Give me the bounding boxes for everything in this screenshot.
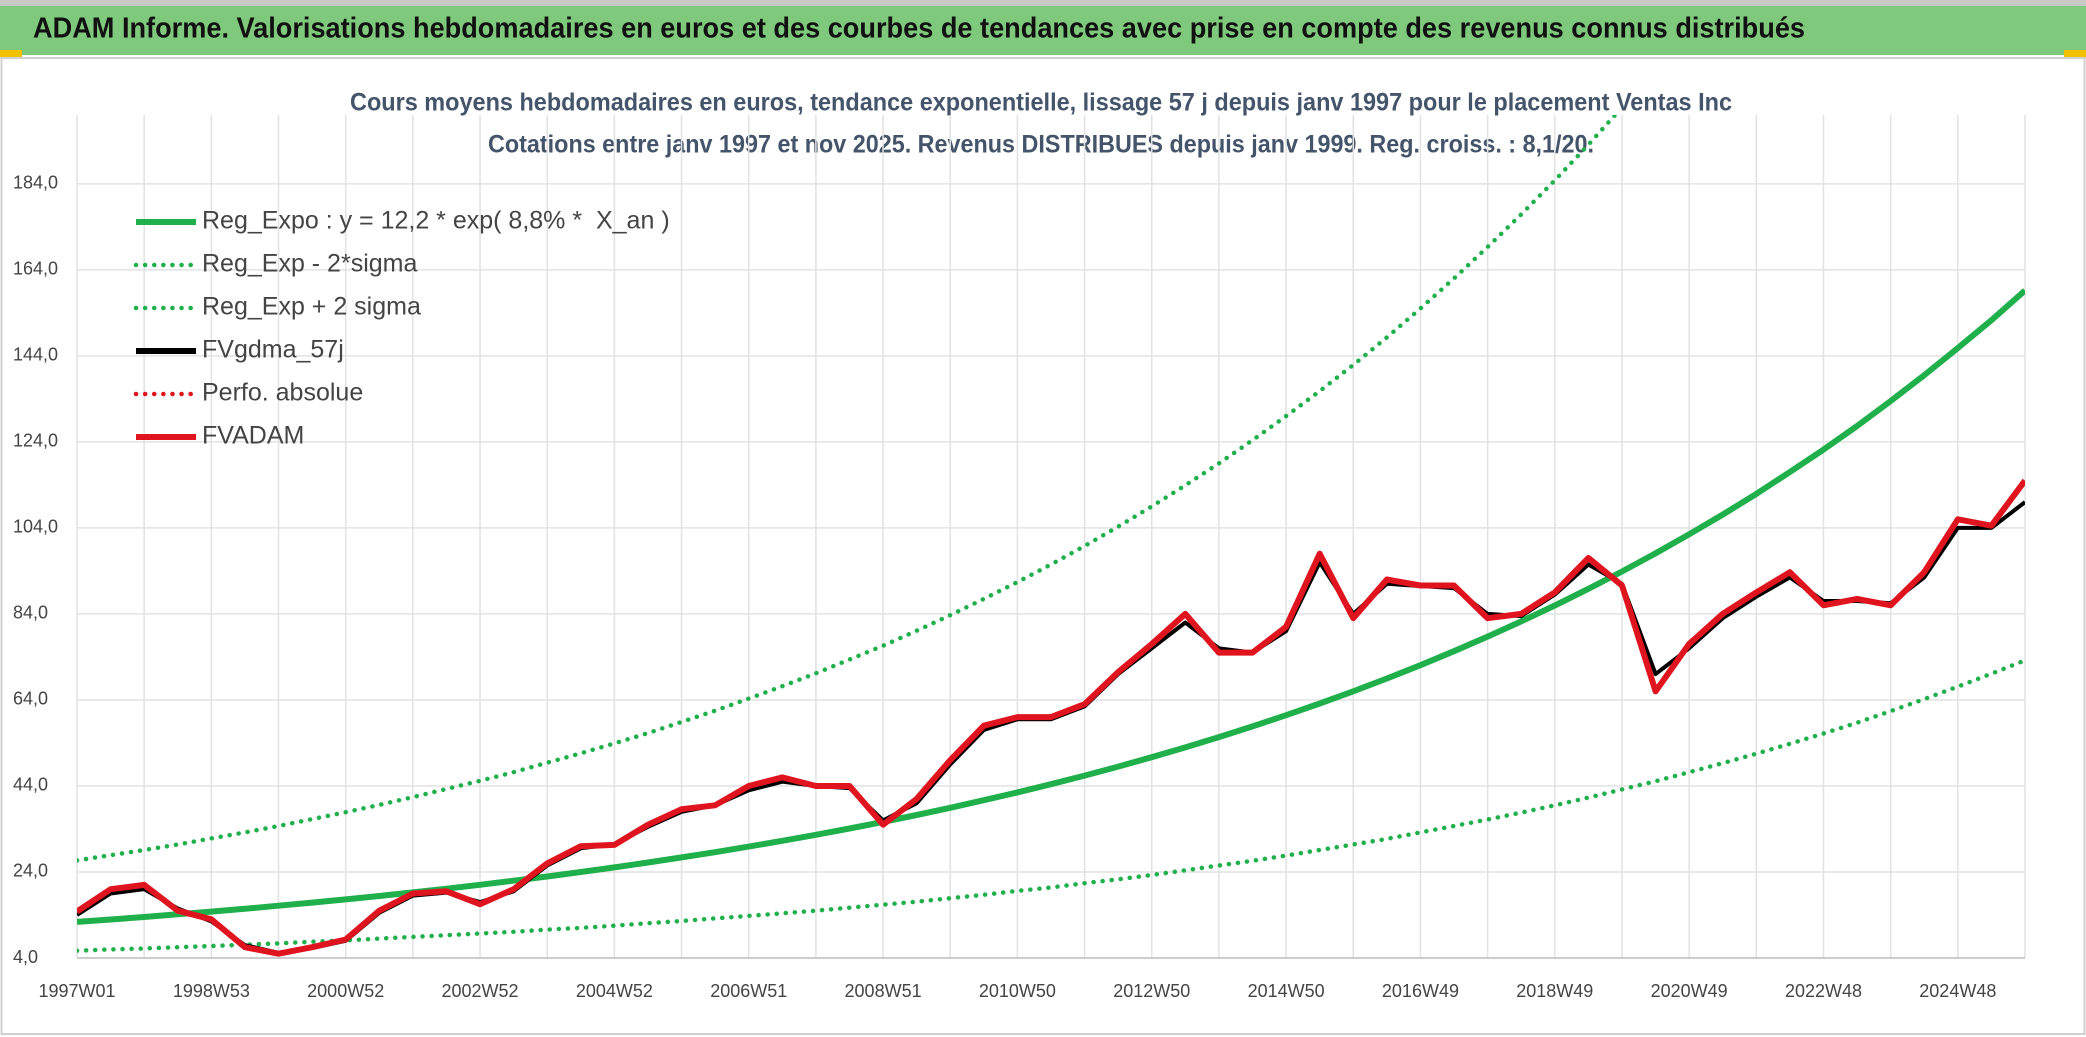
corner: [0, 50, 22, 58]
x-tick-label: 1997W01: [38, 981, 115, 1001]
y-tick-label: 4,0: [13, 947, 38, 967]
y-tick-label: 104,0: [13, 517, 58, 537]
x-tick-label: 2012W50: [1113, 981, 1190, 1001]
x-tick-label: 2008W51: [845, 981, 922, 1001]
x-tick-label: 2016W49: [1382, 981, 1459, 1001]
x-tick-label: 2010W50: [979, 981, 1056, 1001]
legend-label: Perfo. absolue: [202, 379, 363, 407]
legend-label: FVADAM: [202, 422, 304, 450]
chart-subtitle: Cotations entre janv 1997 et nov 2025. R…: [488, 131, 1594, 159]
x-tick-label: 2000W52: [307, 981, 384, 1001]
header-bar: [0, 6, 2086, 55]
x-tick-label: 1998W53: [173, 981, 250, 1001]
x-tick-label: 2020W49: [1651, 981, 1728, 1001]
series-line: [77, 658, 2025, 953]
y-tick-label: 144,0: [13, 345, 58, 365]
y-tick-label: 64,0: [13, 689, 48, 709]
top-band: [0, 0, 2086, 6]
series-line: [77, 288, 2025, 925]
legend-label: Reg_Exp + 2 sigma: [202, 293, 421, 321]
y-tick-label: 44,0: [13, 775, 48, 795]
y-tick-label: 184,0: [13, 173, 58, 193]
header-title: ADAM Informe. Valorisations hebdomadaire…: [33, 13, 1805, 45]
legend-label: FVgdma_57j: [202, 336, 344, 364]
series-line: [77, 478, 2025, 957]
frame: [0, 57, 2086, 1035]
x-tick-label: 2006W51: [710, 981, 787, 1001]
y-tick-label: 24,0: [13, 861, 48, 881]
x-tick-label: 2002W52: [442, 981, 519, 1001]
x-tick-label: 2022W48: [1785, 981, 1862, 1001]
legend-label: Reg_Expo : y = 12,2 * exp( 8,8% * X_an ): [202, 207, 670, 235]
x-tick-label: 2018W49: [1516, 981, 1593, 1001]
plot-lines: [77, 115, 2025, 957]
corner: [2064, 50, 2086, 58]
y-tick-label: 124,0: [13, 431, 58, 451]
x-tick-label: 2004W52: [576, 981, 653, 1001]
x-tick-label: 2014W50: [1248, 981, 1325, 1001]
y-tick-label: 164,0: [13, 259, 58, 279]
legend-label: Reg_Exp - 2*sigma: [202, 250, 417, 278]
chart-title: Cours moyens hebdomadaires en euros, ten…: [350, 89, 1732, 117]
x-tick-label: 2024W48: [1919, 981, 1996, 1001]
y-tick-label: 84,0: [13, 603, 48, 623]
